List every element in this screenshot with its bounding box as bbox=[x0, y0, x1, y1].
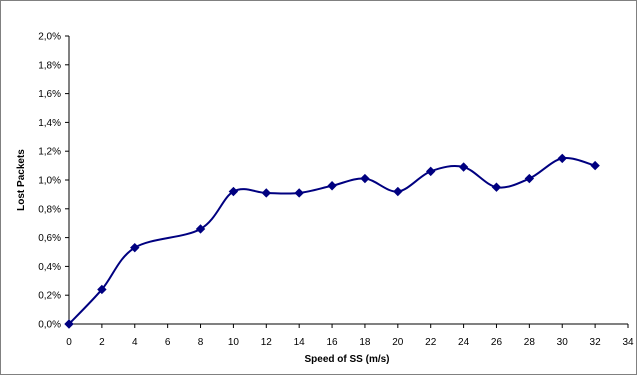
y-axis-label: Lost Packets bbox=[16, 149, 27, 211]
data-point-marker bbox=[327, 181, 337, 191]
data-point-marker bbox=[524, 173, 535, 184]
y-tick-label: 1,6% bbox=[38, 89, 61, 100]
x-tick-label: 26 bbox=[491, 337, 503, 348]
x-tick-label: 30 bbox=[557, 337, 569, 348]
y-tick-label: 1,8% bbox=[38, 60, 61, 71]
data-point-marker bbox=[228, 186, 239, 197]
x-tick-label: 10 bbox=[228, 337, 240, 348]
chart-border bbox=[0, 0, 637, 375]
data-point-marker bbox=[393, 186, 403, 197]
data-point-marker bbox=[261, 188, 272, 198]
x-tick-label: 14 bbox=[294, 337, 306, 348]
x-tick-label: 8 bbox=[198, 337, 204, 348]
x-tick-label: 4 bbox=[132, 337, 138, 348]
data-point-marker bbox=[64, 319, 74, 329]
x-axis-ticks: 0 2 4 6 8 10 12 14 16 18 20 22 24 26 28 30 32 34 bbox=[66, 324, 634, 348]
y-tick-label: 1,4% bbox=[38, 118, 61, 129]
data-point-marker bbox=[425, 166, 436, 177]
x-tick-label: 16 bbox=[326, 337, 338, 348]
x-tick-label: 12 bbox=[261, 337, 273, 348]
x-tick-label: 32 bbox=[590, 337, 602, 348]
data-point-marker bbox=[590, 160, 600, 171]
y-tick-label: 0,0% bbox=[38, 320, 61, 331]
series-layer bbox=[64, 153, 600, 329]
x-tick-label: 18 bbox=[359, 337, 371, 348]
data-point-marker bbox=[491, 182, 502, 192]
x-tick-label: 24 bbox=[458, 337, 470, 348]
data-point-marker bbox=[557, 153, 567, 164]
x-tick-label: 22 bbox=[425, 337, 437, 348]
y-tick-label: 2,0% bbox=[38, 32, 61, 43]
data-point-marker bbox=[360, 173, 370, 184]
y-tick-label: 0,8% bbox=[38, 204, 61, 215]
y-axis-ticks: 0,0% 0,2% 0,4% 0,6% 0,8% 1,0% 1,2% 1,4% 1,6% 1,8%… bbox=[38, 32, 69, 331]
y-tick-label: 1,2% bbox=[38, 147, 61, 158]
y-tick-label: 0,2% bbox=[38, 291, 61, 302]
x-tick-label: 0 bbox=[66, 337, 72, 348]
y-tick-label: 1,0% bbox=[38, 176, 61, 187]
x-tick-label: 34 bbox=[622, 337, 634, 348]
y-tick-label: 0,6% bbox=[38, 233, 61, 244]
x-tick-label: 2 bbox=[99, 337, 105, 348]
data-point-marker bbox=[130, 242, 140, 253]
data-point-marker bbox=[97, 284, 107, 295]
data-point-marker bbox=[195, 224, 206, 234]
x-tick-label: 28 bbox=[524, 337, 536, 348]
x-axis-label: Speed of SS (m/s) bbox=[304, 354, 389, 365]
x-tick-label: 6 bbox=[165, 337, 171, 348]
x-tick-label: 20 bbox=[392, 337, 404, 348]
data-point-marker bbox=[294, 188, 304, 198]
y-tick-label: 0,4% bbox=[38, 262, 61, 273]
series-line bbox=[68, 157, 596, 325]
data-point-marker bbox=[458, 162, 469, 172]
